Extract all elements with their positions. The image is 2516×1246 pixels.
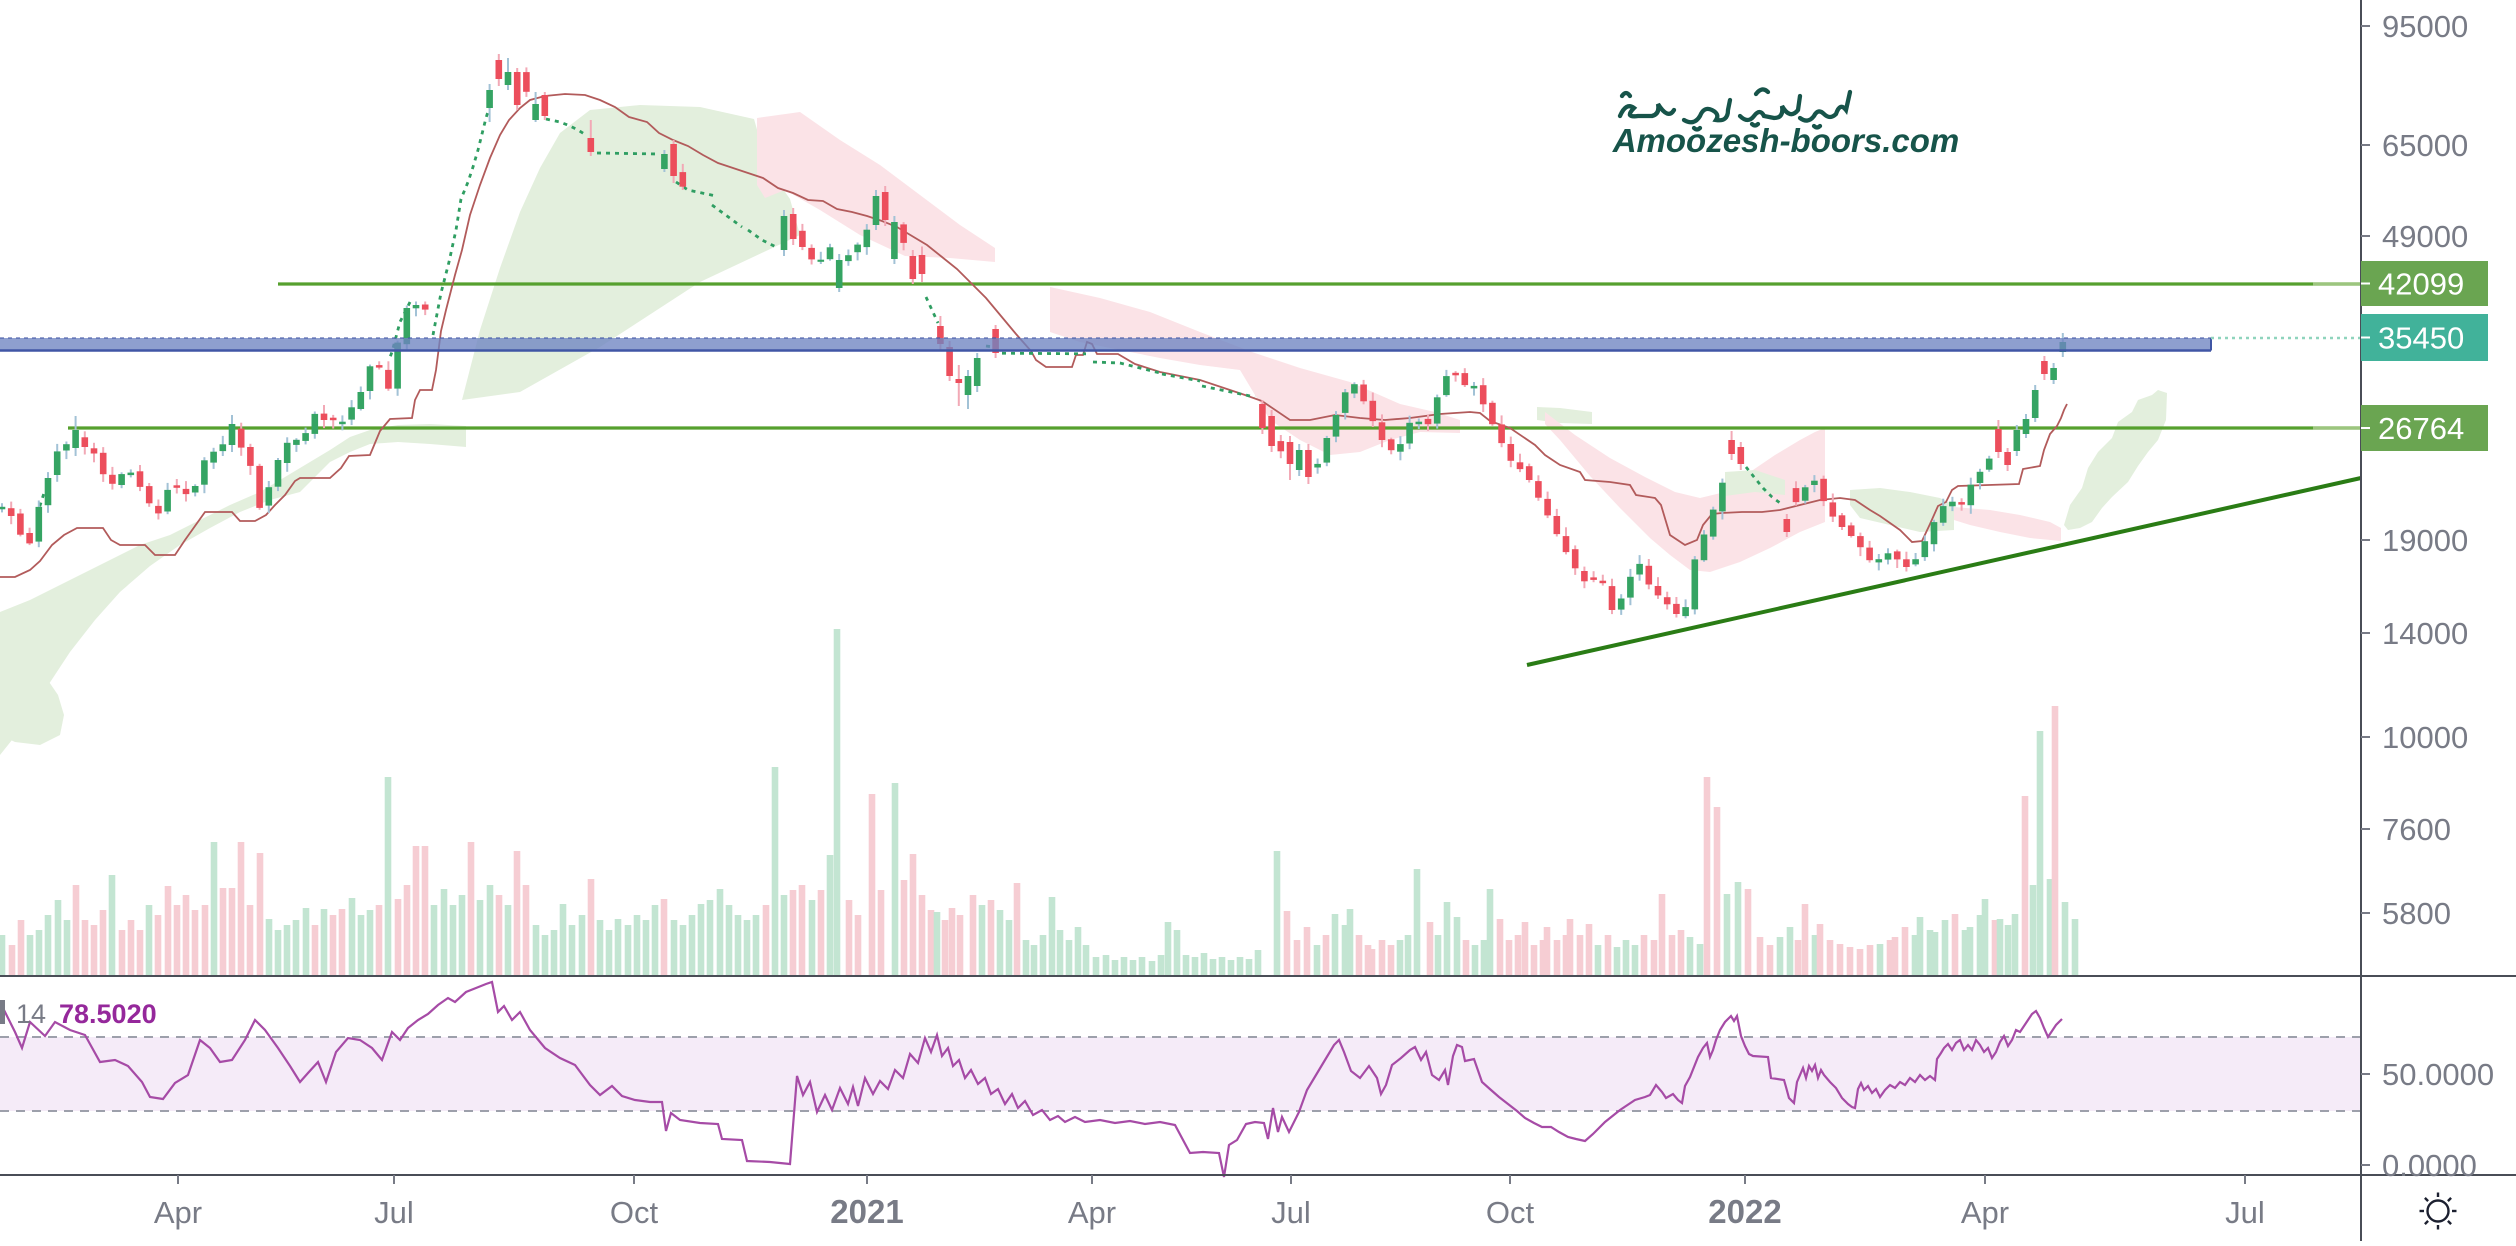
svg-text:95000: 95000	[2382, 9, 2468, 44]
svg-text:5800: 5800	[2382, 896, 2451, 931]
svg-text:Amoozesh-boors.com: Amoozesh-boors.com	[1612, 122, 1960, 159]
svg-text:Jul: Jul	[1271, 1195, 1311, 1230]
svg-text:Apr: Apr	[154, 1195, 202, 1230]
svg-text:14000: 14000	[2382, 616, 2468, 651]
svg-text:2022: 2022	[1708, 1193, 1781, 1230]
svg-text:26764: 26764	[2378, 411, 2464, 446]
svg-text:50.0000: 50.0000	[2382, 1057, 2494, 1092]
svg-text:14: 14	[16, 999, 46, 1029]
svg-text:78.5020: 78.5020	[59, 999, 157, 1029]
svg-text:Jul: Jul	[374, 1195, 414, 1230]
svg-text:Apr: Apr	[1068, 1195, 1116, 1230]
svg-text:Jul: Jul	[2225, 1195, 2265, 1230]
svg-text:49000: 49000	[2382, 219, 2468, 254]
svg-text:0.0000: 0.0000	[2382, 1148, 2477, 1183]
svg-text:Apr: Apr	[1961, 1195, 2009, 1230]
svg-text:2021: 2021	[830, 1193, 903, 1230]
svg-text:19000: 19000	[2382, 523, 2468, 558]
svg-text:65000: 65000	[2382, 128, 2468, 163]
svg-text:10000: 10000	[2382, 720, 2468, 755]
svg-text:42099: 42099	[2378, 267, 2464, 302]
svg-text:Oct: Oct	[610, 1195, 659, 1230]
svg-text:7600: 7600	[2382, 812, 2451, 847]
svg-text:Oct: Oct	[1486, 1195, 1535, 1230]
svg-text:35450: 35450	[2378, 321, 2464, 356]
